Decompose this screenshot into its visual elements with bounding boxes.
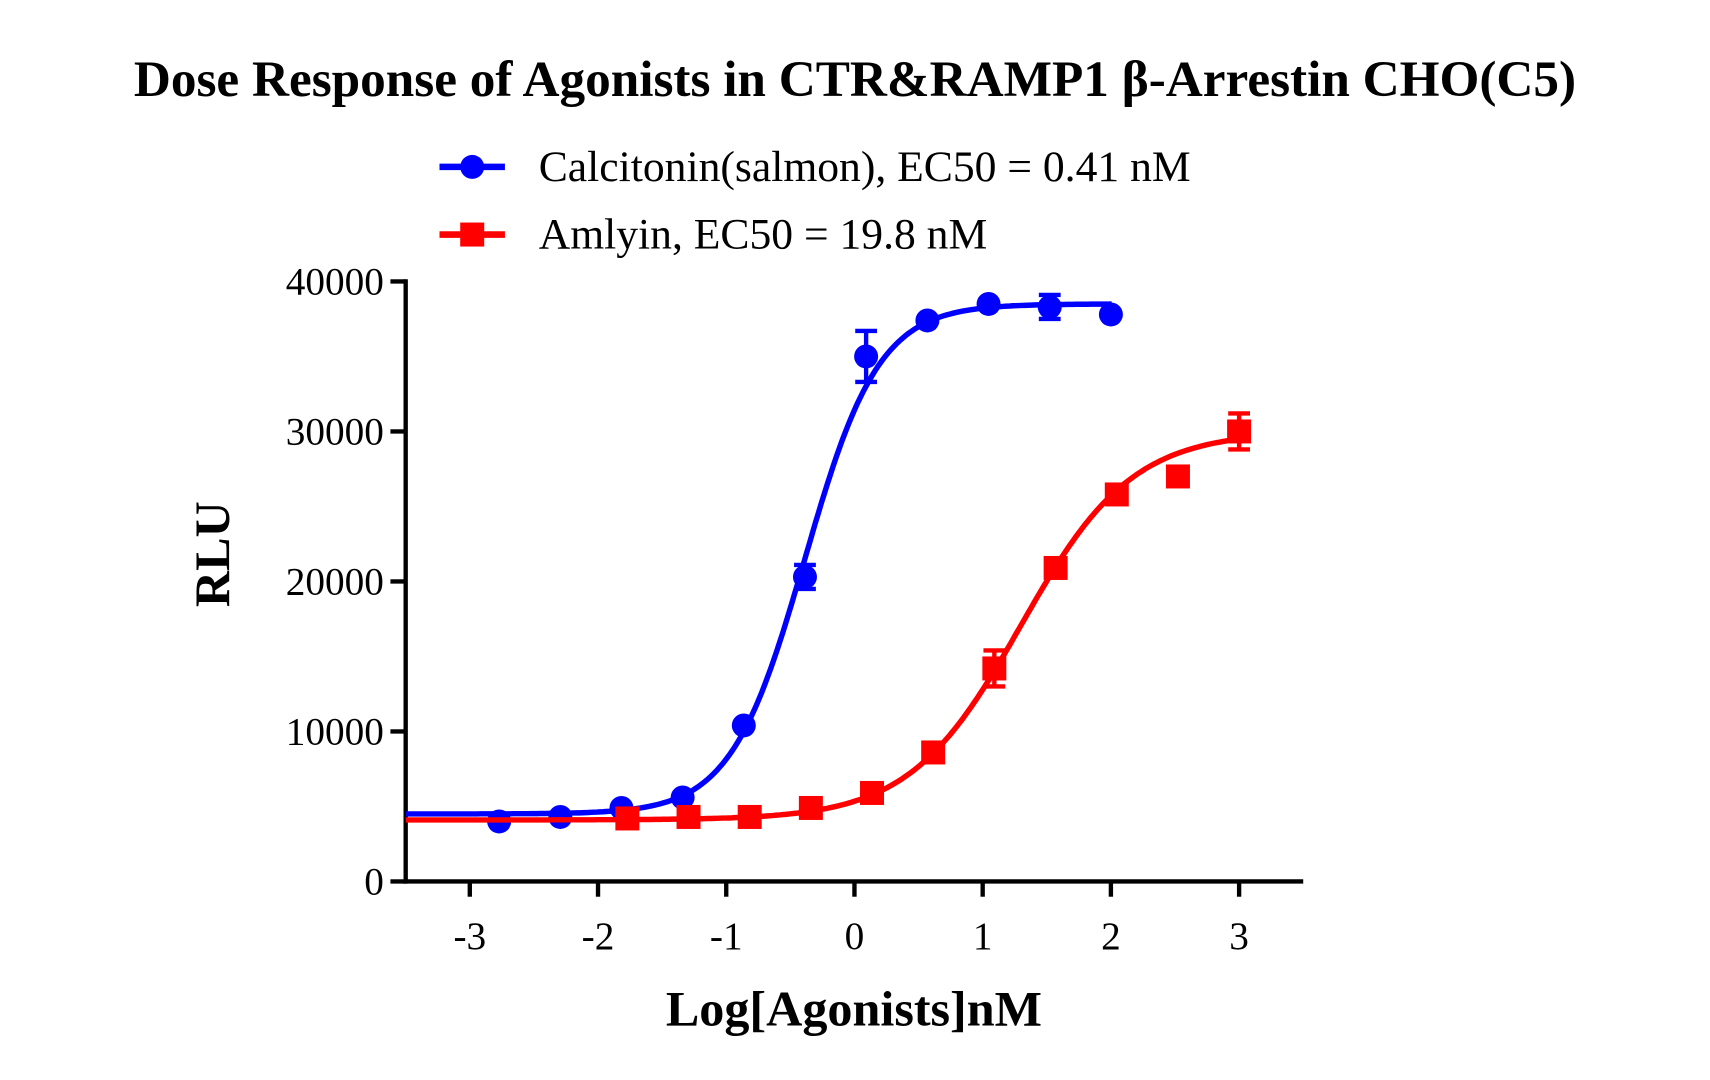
x-axis-label: Log[Agonists]nM <box>666 980 1042 1036</box>
x-tick-label: -3 <box>453 915 486 958</box>
data-point <box>615 806 640 831</box>
data-point <box>798 795 823 820</box>
data-point <box>1165 464 1190 489</box>
legend-marker <box>460 154 485 179</box>
plot-area <box>405 291 1252 834</box>
data-point <box>670 785 695 810</box>
y-tick-label: 40000 <box>286 261 384 304</box>
data-point <box>982 656 1007 681</box>
data-point <box>1104 482 1129 507</box>
fit-curve-calcitonin <box>405 301 1112 817</box>
data-point <box>915 308 940 333</box>
data-point <box>921 740 946 765</box>
fit-curve-amylin <box>405 436 1241 823</box>
legend-label: Amlyin, EC50 = 19.8 nM <box>539 211 988 259</box>
data-point <box>676 804 701 829</box>
y-axis-label: RLU <box>184 501 240 607</box>
legend: Calcitonin(salmon), EC50 = 0.41 nM Amlyin… <box>439 143 1191 259</box>
data-point <box>1037 294 1062 319</box>
y-tick-label: 30000 <box>286 411 384 454</box>
legend-label: Calcitonin(salmon), EC50 = 0.41 nM <box>539 143 1191 191</box>
y-tick-label: 10000 <box>286 711 384 754</box>
axes: 0 10000 20000 30000 40000 -3 -2 -1 0 1 2 3 <box>286 261 1304 958</box>
chart-title: Dose Response of Agonists in CTR&RAMP1 β… <box>134 51 1576 108</box>
x-tick-label: 1 <box>973 915 993 958</box>
legend-marker <box>460 222 485 247</box>
data-point <box>548 804 573 829</box>
y-tick-label: 20000 <box>286 561 384 604</box>
x-tick-label: -1 <box>710 915 743 958</box>
x-tick-label: 3 <box>1229 915 1249 958</box>
x-tick-label: -2 <box>582 915 615 958</box>
data-point <box>1043 555 1068 580</box>
data-point <box>737 804 762 829</box>
data-point <box>731 713 756 738</box>
data-point <box>792 564 817 589</box>
x-tick-label: 0 <box>845 915 865 958</box>
y-tick-label: 0 <box>364 861 384 904</box>
data-point <box>854 344 879 369</box>
data-point <box>860 780 885 805</box>
data-point <box>1227 419 1252 444</box>
data-point <box>1098 302 1123 327</box>
x-tick-label: 2 <box>1101 915 1121 958</box>
data-point <box>976 291 1001 316</box>
